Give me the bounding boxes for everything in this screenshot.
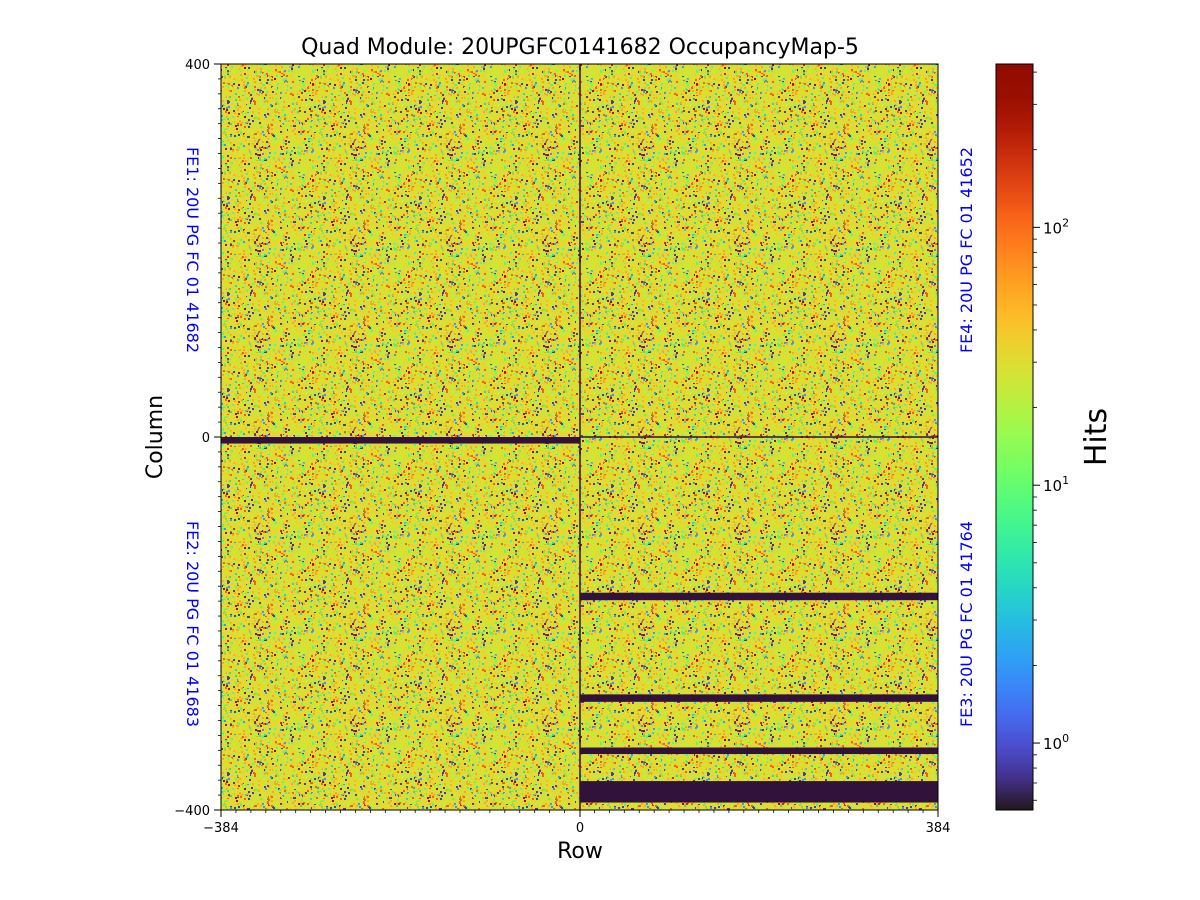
dead-band-0 (221, 437, 580, 444)
x-tick-label-left: −384 (203, 821, 239, 836)
colorbar-tick-label: 100 (1043, 732, 1069, 753)
colorbar-frame (995, 63, 1034, 811)
colorbar-label: Hits (1079, 408, 1114, 466)
y-tick-label-bottom: −400 (174, 804, 210, 819)
x-tick-label-right: 384 (926, 821, 951, 836)
dead-band-3 (579, 747, 938, 755)
fe4-label: FE4: 20U PG FC 01 41652 (957, 147, 976, 353)
dead-bands (221, 437, 938, 803)
y-tick-label-center: 0 (202, 431, 210, 446)
minor-ticks (218, 78, 924, 813)
chart-title: Quad Module: 20UPGFC0141682 OccupancyMap… (301, 35, 859, 60)
colorbar-tick-label: 102 (1043, 216, 1069, 237)
dead-band-4 (579, 781, 938, 803)
heatmap (220, 63, 939, 811)
dead-band-1 (579, 592, 938, 601)
x-tick-label-center: 0 (576, 821, 584, 836)
y-tick-label-top: 400 (185, 58, 210, 73)
colorbar-gradient (996, 64, 1033, 810)
colorbar-tick-label: 101 (1043, 474, 1069, 495)
fe1-label: FE1: 20U PG FC 01 41682 (183, 147, 202, 353)
y-axis-label: Column (143, 395, 168, 479)
x-axis-label: Row (557, 839, 603, 864)
colorbar-ticks: 102 101 100 (1033, 71, 1069, 801)
fe3-label: FE3: 20U PG FC 01 41764 (957, 521, 976, 727)
colorbar: 102 101 100 Hits (995, 63, 1114, 811)
dead-band-2 (579, 694, 938, 702)
fe2-label: FE2: 20U PG FC 01 41683 (183, 521, 202, 727)
